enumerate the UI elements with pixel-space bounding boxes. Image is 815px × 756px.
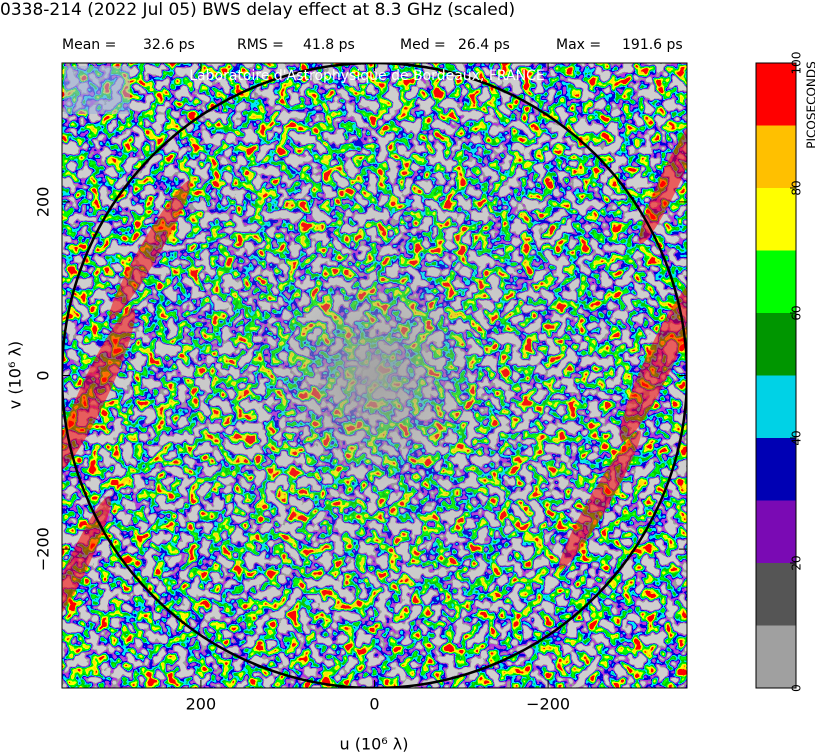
colorbar-level <box>756 500 796 563</box>
watermark: Laboratoire d'Astrophysique de Bordeaux,… <box>189 68 544 84</box>
colorbar-level <box>756 563 796 626</box>
x-tick-label: 0 <box>369 695 379 714</box>
stat-label: Mean = <box>62 37 116 53</box>
colorbar-level <box>756 313 796 376</box>
stat-label: Max = <box>556 37 601 53</box>
field <box>62 63 687 688</box>
colorbar-level <box>756 375 796 438</box>
colorbar-tick-label: 80 <box>790 180 804 195</box>
x-tick-label: 200 <box>186 695 217 714</box>
stat-value: 26.4 ps <box>458 37 510 53</box>
x-axis-label: u (10⁶ λ) <box>339 735 408 754</box>
y-tick-label: 0 <box>34 370 53 380</box>
center-glow <box>62 63 687 688</box>
y-tick-label: 200 <box>34 187 53 218</box>
x-tick-label: −200 <box>526 695 570 714</box>
stat-label: Med = <box>400 37 446 53</box>
colorbar-level <box>756 438 796 501</box>
y-axis-label: v (10⁶ λ) <box>6 341 25 409</box>
colorbar-tick-label: 20 <box>790 555 804 570</box>
colorbar-tick-label: 100 <box>790 52 804 75</box>
colorbar-level <box>756 625 796 688</box>
colorbar-level <box>756 250 796 313</box>
colorbar-tick-label: 40 <box>790 430 804 445</box>
chart-title: 0338-214 (2022 Jul 05) BWS delay effect … <box>0 0 515 20</box>
y-tick-label: −200 <box>34 527 53 571</box>
stat-value: 191.6 ps <box>622 37 683 53</box>
logo <box>64 66 130 114</box>
colorbar-level <box>756 63 796 126</box>
stat-label: RMS = <box>237 37 284 53</box>
colorbar-label: PICOSECONDS <box>805 61 815 148</box>
colorbar-level <box>756 125 796 188</box>
colorbar-level <box>756 188 796 251</box>
colorbar-tick-label: 0 <box>790 684 804 692</box>
colorbar-tick-label: 60 <box>790 305 804 320</box>
stat-value: 41.8 ps <box>303 37 355 53</box>
colorbar-frame <box>755 62 797 689</box>
stat-value: 32.6 ps <box>143 37 195 53</box>
